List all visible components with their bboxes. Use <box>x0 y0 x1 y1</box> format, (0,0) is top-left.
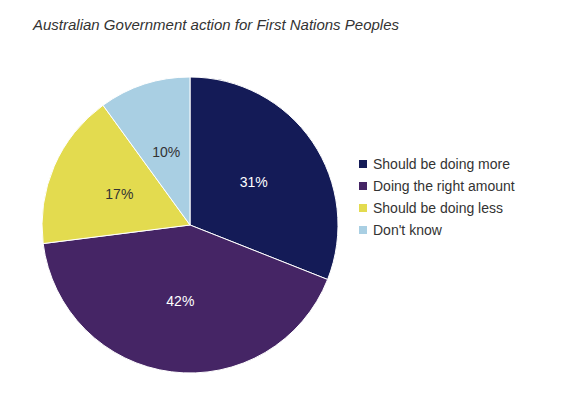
svg-text:17%: 17% <box>105 186 133 202</box>
svg-text:42%: 42% <box>166 293 194 309</box>
svg-text:Should be doing more: Should be doing more <box>373 156 510 172</box>
svg-text:Should be doing less: Should be doing less <box>373 200 503 216</box>
svg-text:Don't know: Don't know <box>373 222 443 238</box>
svg-text:10%: 10% <box>152 144 180 160</box>
svg-text:Doing the right amount: Doing the right amount <box>373 178 515 194</box>
svg-text:Australian Government action f: Australian Government action for First N… <box>32 16 399 33</box>
svg-text:31%: 31% <box>240 174 268 190</box>
